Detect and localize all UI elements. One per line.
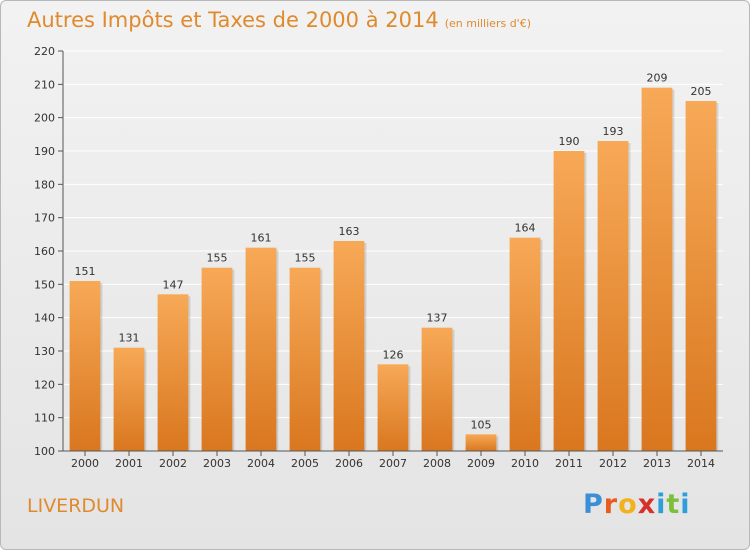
bar-2012 — [597, 141, 629, 451]
x-tick-label: 2002 — [159, 457, 187, 470]
data-label: 190 — [559, 135, 580, 148]
y-tick-label: 110 — [34, 412, 55, 425]
bar-2000 — [69, 281, 101, 451]
data-label: 151 — [75, 265, 96, 278]
x-tick-label: 2009 — [467, 457, 495, 470]
data-label: 163 — [339, 225, 360, 238]
x-tick-label: 2013 — [643, 457, 671, 470]
logo-letter: i — [680, 489, 691, 520]
x-tick-label: 2008 — [423, 457, 451, 470]
x-tick-label: 2003 — [203, 457, 231, 470]
y-tick-label: 200 — [34, 112, 55, 125]
bar-2005 — [289, 267, 321, 451]
bar-2014 — [685, 101, 717, 451]
x-tick-label: 2011 — [555, 457, 583, 470]
bar-2004 — [245, 247, 277, 451]
y-tick-label: 140 — [34, 312, 55, 325]
y-tick-label: 190 — [34, 145, 55, 158]
labels: 100 110 120 130 140 150 160 170 180 190 200 210 220 1… — [34, 45, 715, 470]
bar-2006 — [333, 241, 365, 451]
data-label: 147 — [163, 278, 184, 291]
data-label: 164 — [515, 222, 536, 235]
logo-letter: o — [618, 489, 638, 520]
bar-2001 — [113, 347, 145, 451]
logo-letter: P — [583, 489, 604, 520]
y-tick-label: 220 — [34, 45, 55, 58]
chart-title: Autres Impôts et Taxes de 2000 à 2014 (en… — [27, 8, 531, 32]
data-label: 155 — [295, 252, 316, 265]
bar-2011 — [553, 151, 585, 451]
bar-2003 — [201, 267, 233, 451]
logo-letter: x — [637, 489, 657, 520]
logo-letter: t — [666, 489, 681, 520]
bar-2007 — [377, 364, 409, 451]
bar-2009 — [465, 434, 497, 451]
y-tick-label: 120 — [34, 378, 55, 391]
chart-subtitle: (en milliers d'€) — [444, 17, 531, 30]
y-tick-label: 170 — [34, 212, 55, 225]
bars — [69, 87, 719, 452]
x-tick-label: 2006 — [335, 457, 363, 470]
data-label: 126 — [383, 348, 404, 361]
data-label: 155 — [207, 252, 228, 265]
data-label: 137 — [427, 312, 448, 325]
data-label: 161 — [251, 232, 272, 245]
y-tick-label: 180 — [34, 178, 55, 191]
place-name: LIVERDUN — [27, 495, 125, 517]
x-tick-label: 2007 — [379, 457, 407, 470]
y-tick-label: 130 — [34, 345, 55, 358]
data-label: 205 — [691, 85, 712, 98]
axes — [58, 50, 723, 456]
x-tick-label: 2010 — [511, 457, 539, 470]
chart-title-text: Autres Impôts et Taxes de 2000 à 2014 — [27, 8, 439, 32]
logo-letter: i — [656, 489, 667, 520]
bar-2013 — [641, 87, 673, 452]
bar-2008 — [421, 327, 453, 451]
proxiti-logo[interactable]: Proxiti — [583, 489, 691, 520]
data-label: 193 — [603, 125, 624, 138]
x-tick-label: 2001 — [115, 457, 143, 470]
x-tick-label: 2000 — [71, 457, 99, 470]
data-label: 209 — [647, 72, 668, 85]
x-tick-label: 2004 — [247, 457, 275, 470]
x-tick-label: 2005 — [291, 457, 319, 470]
y-tick-label: 150 — [34, 278, 55, 291]
bar-2010 — [509, 237, 541, 451]
data-label: 105 — [471, 418, 492, 431]
data-label: 131 — [119, 332, 140, 345]
x-tick-label: 2014 — [687, 457, 715, 470]
x-tick-label: 2012 — [599, 457, 627, 470]
y-tick-label: 210 — [34, 78, 55, 91]
bar-2002 — [157, 294, 189, 451]
y-tick-label: 100 — [34, 445, 55, 458]
y-tick-label: 160 — [34, 245, 55, 258]
logo-letter: r — [603, 489, 619, 520]
